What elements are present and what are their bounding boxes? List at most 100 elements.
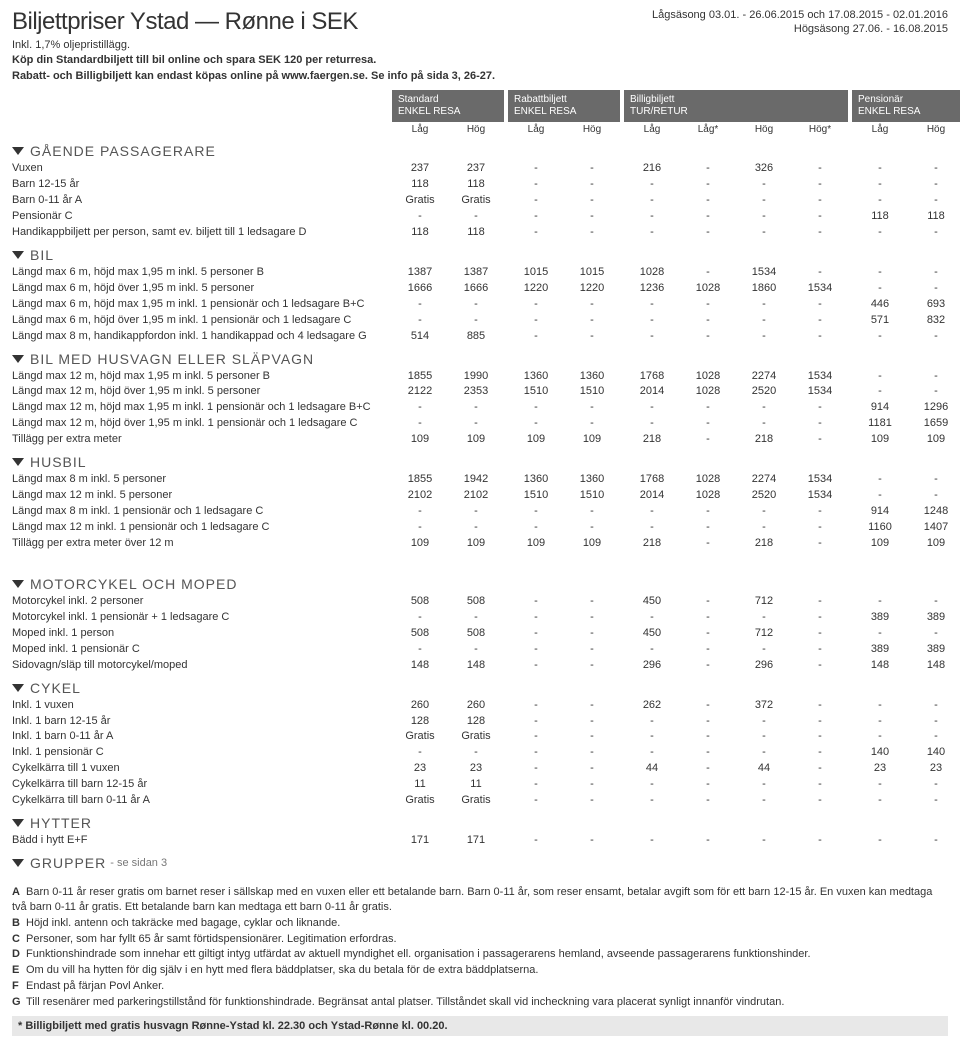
cell: -	[792, 265, 848, 281]
table-row: Längd max 6 m, höjd max 1,95 m inkl. 5 p…	[12, 265, 948, 281]
cell: 1666	[448, 281, 504, 297]
row-label: Motorcykel inkl. 2 personer	[12, 594, 392, 610]
cell: -	[624, 610, 680, 626]
cell: 23	[908, 761, 960, 777]
row-label: Inkl. 1 pensionär C	[12, 745, 392, 761]
cell: -	[508, 225, 564, 241]
row-label: Vuxen	[12, 161, 392, 177]
footnote: EOm du vill ha hytten för dig själv i en…	[12, 963, 948, 978]
cell: -	[680, 642, 736, 658]
footnote-key: E	[12, 963, 26, 978]
cell: 1942	[448, 472, 504, 488]
cell: -	[792, 177, 848, 193]
row-label: Moped inkl. 1 person	[12, 626, 392, 642]
cell: -	[508, 193, 564, 209]
row-label: Inkl. 1 vuxen	[12, 698, 392, 714]
cell: -	[448, 313, 504, 329]
col-header-1: RabattbiljettENKEL RESA	[508, 90, 620, 122]
cell: -	[448, 504, 504, 520]
cell: -	[508, 745, 564, 761]
cell: -	[908, 193, 960, 209]
subcol: Låg	[508, 122, 564, 137]
cell: 1236	[624, 281, 680, 297]
cell: -	[792, 642, 848, 658]
cell: 450	[624, 626, 680, 642]
cell: 1666	[392, 281, 448, 297]
cell: -	[564, 193, 620, 209]
table-row: Cykelkärra till 1 vuxen2323--44-44-2323	[12, 761, 948, 777]
cell: -	[908, 833, 960, 849]
cell: -	[624, 642, 680, 658]
cell: 832	[908, 313, 960, 329]
cell: -	[792, 161, 848, 177]
table-row: Längd max 12 m, höjd max 1,95 m inkl. 5 …	[12, 369, 948, 385]
subcol: Hög	[448, 122, 504, 137]
cell: 914	[852, 504, 908, 520]
cell: 109	[508, 432, 564, 448]
row-label: Längd max 8 m, handikappfordon inkl. 1 h…	[12, 329, 392, 345]
section-title: HYTTER	[30, 815, 92, 831]
table-row: Inkl. 1 vuxen260260--262-372---	[12, 698, 948, 714]
section-header: GÅENDE PASSAGERARE	[12, 143, 948, 159]
cell: -	[736, 177, 792, 193]
cell: -	[448, 209, 504, 225]
cell: -	[736, 313, 792, 329]
cell: 218	[736, 432, 792, 448]
cell: 2102	[448, 488, 504, 504]
cell: -	[448, 642, 504, 658]
row-label: Sidovagn/släp till motorcykel/moped	[12, 658, 392, 674]
cell: -	[624, 714, 680, 730]
cell: -	[448, 400, 504, 416]
cell: -	[908, 369, 960, 385]
cell: 109	[852, 432, 908, 448]
cell: 2102	[392, 488, 448, 504]
cell: -	[680, 209, 736, 225]
cell: -	[792, 610, 848, 626]
triangle-icon	[12, 580, 24, 588]
cell: 260	[392, 698, 448, 714]
row-label: Längd max 6 m, höjd max 1,95 m inkl. 1 p…	[12, 297, 392, 313]
cell: -	[392, 610, 448, 626]
cell: 109	[852, 536, 908, 552]
cell: -	[624, 729, 680, 745]
footnote-text: Till resenärer med parkeringstillstånd f…	[26, 996, 784, 1008]
cell: -	[792, 698, 848, 714]
cell: 326	[736, 161, 792, 177]
section-header: BIL	[12, 247, 948, 263]
cell: 2274	[736, 369, 792, 385]
cell: -	[564, 793, 620, 809]
cell: -	[392, 642, 448, 658]
cell: -	[680, 400, 736, 416]
cell: 23	[392, 761, 448, 777]
cell: 1860	[736, 281, 792, 297]
cell: 1534	[792, 472, 848, 488]
cell: -	[392, 209, 448, 225]
cell: 2353	[448, 384, 504, 400]
cell: 1296	[908, 400, 960, 416]
section-header: GRUPPER - se sidan 3	[12, 855, 948, 871]
cell: 118	[392, 177, 448, 193]
cell: -	[908, 177, 960, 193]
table-row: Bädd i hytt E+F171171--------	[12, 833, 948, 849]
cell: 148	[392, 658, 448, 674]
cell: -	[680, 225, 736, 241]
cell: -	[908, 384, 960, 400]
cell: -	[448, 520, 504, 536]
cell: -	[792, 313, 848, 329]
footnote: CPersoner, som har fyllt 65 år samt fört…	[12, 932, 948, 947]
cell: -	[736, 745, 792, 761]
cell: -	[564, 777, 620, 793]
cell: 44	[736, 761, 792, 777]
cell: 1855	[392, 369, 448, 385]
table-row: Längd max 12 m inkl. 5 personer210221021…	[12, 488, 948, 504]
triangle-icon	[12, 147, 24, 155]
cell: -	[564, 177, 620, 193]
cell: -	[908, 626, 960, 642]
table-row: Sidovagn/släp till motorcykel/moped14814…	[12, 658, 948, 674]
cell: 450	[624, 594, 680, 610]
subtitle-2: Köp din Standardbiljett till bil online …	[12, 53, 495, 68]
section-title: HUSBIL	[30, 454, 87, 470]
cell: -	[908, 714, 960, 730]
cell: 296	[624, 658, 680, 674]
cell: 109	[564, 432, 620, 448]
